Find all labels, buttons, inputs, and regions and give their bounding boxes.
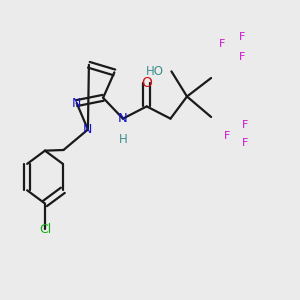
Text: Cl: Cl xyxy=(39,223,51,236)
Text: O: O xyxy=(141,76,152,90)
Text: N: N xyxy=(72,97,81,110)
Text: HO: HO xyxy=(146,65,164,78)
Text: F: F xyxy=(219,39,225,49)
Text: H: H xyxy=(118,133,127,146)
Text: F: F xyxy=(224,131,230,141)
Text: F: F xyxy=(242,120,248,130)
Text: F: F xyxy=(238,32,245,42)
Text: F: F xyxy=(242,138,248,148)
Text: N: N xyxy=(83,123,93,136)
Text: N: N xyxy=(118,112,128,125)
Text: F: F xyxy=(238,52,245,62)
